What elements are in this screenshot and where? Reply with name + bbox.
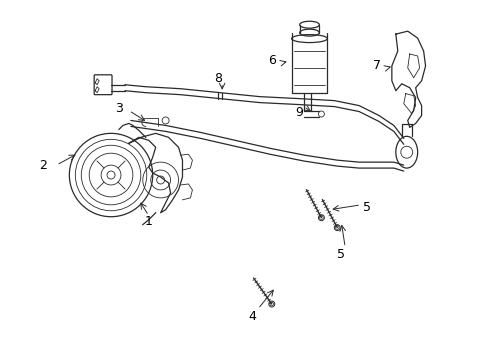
Text: 4: 4 xyxy=(247,310,255,323)
Text: 7: 7 xyxy=(372,59,380,72)
Text: 9: 9 xyxy=(295,106,303,119)
Text: 1: 1 xyxy=(144,215,152,228)
Text: 8: 8 xyxy=(214,72,222,85)
Text: 2: 2 xyxy=(40,159,47,172)
Text: 3: 3 xyxy=(115,102,122,115)
Text: 6: 6 xyxy=(267,54,275,67)
Text: 5: 5 xyxy=(337,248,345,261)
Text: 5: 5 xyxy=(362,201,370,214)
